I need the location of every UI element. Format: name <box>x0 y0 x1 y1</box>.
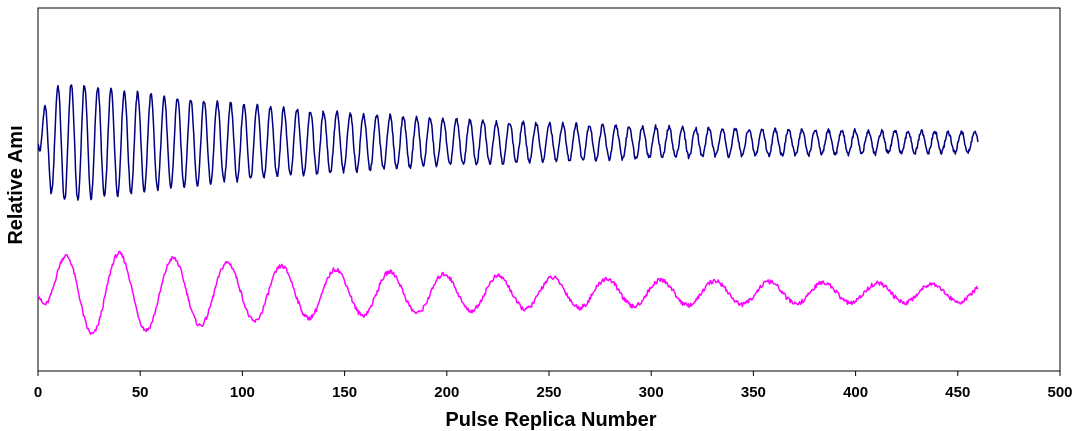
y-axis-title: Relative Amı <box>5 125 27 244</box>
series-line-2 <box>37 250 979 335</box>
series-line-1 <box>37 84 979 201</box>
x-tick-label: 100 <box>230 384 255 401</box>
x-tick-label: 500 <box>1047 384 1072 401</box>
x-axis-title: Pulse Replica Number <box>445 409 656 431</box>
plot-area <box>37 7 1061 372</box>
x-tick-label: 250 <box>536 384 561 401</box>
x-tick-label: 350 <box>741 384 766 401</box>
x-tick-label: 150 <box>332 384 357 401</box>
plot-frame <box>37 7 1061 372</box>
x-axis-ticks: 0 50 100 150 200 250 300 350 400 450 500 <box>34 371 1073 401</box>
x-tick-label: 450 <box>945 384 970 401</box>
x-tick-label: 300 <box>639 384 664 401</box>
x-tick-label: 0 <box>34 384 42 401</box>
x-tick-label: 400 <box>843 384 868 401</box>
x-tick-label: 200 <box>434 384 459 401</box>
x-tick-label: 50 <box>132 384 149 401</box>
